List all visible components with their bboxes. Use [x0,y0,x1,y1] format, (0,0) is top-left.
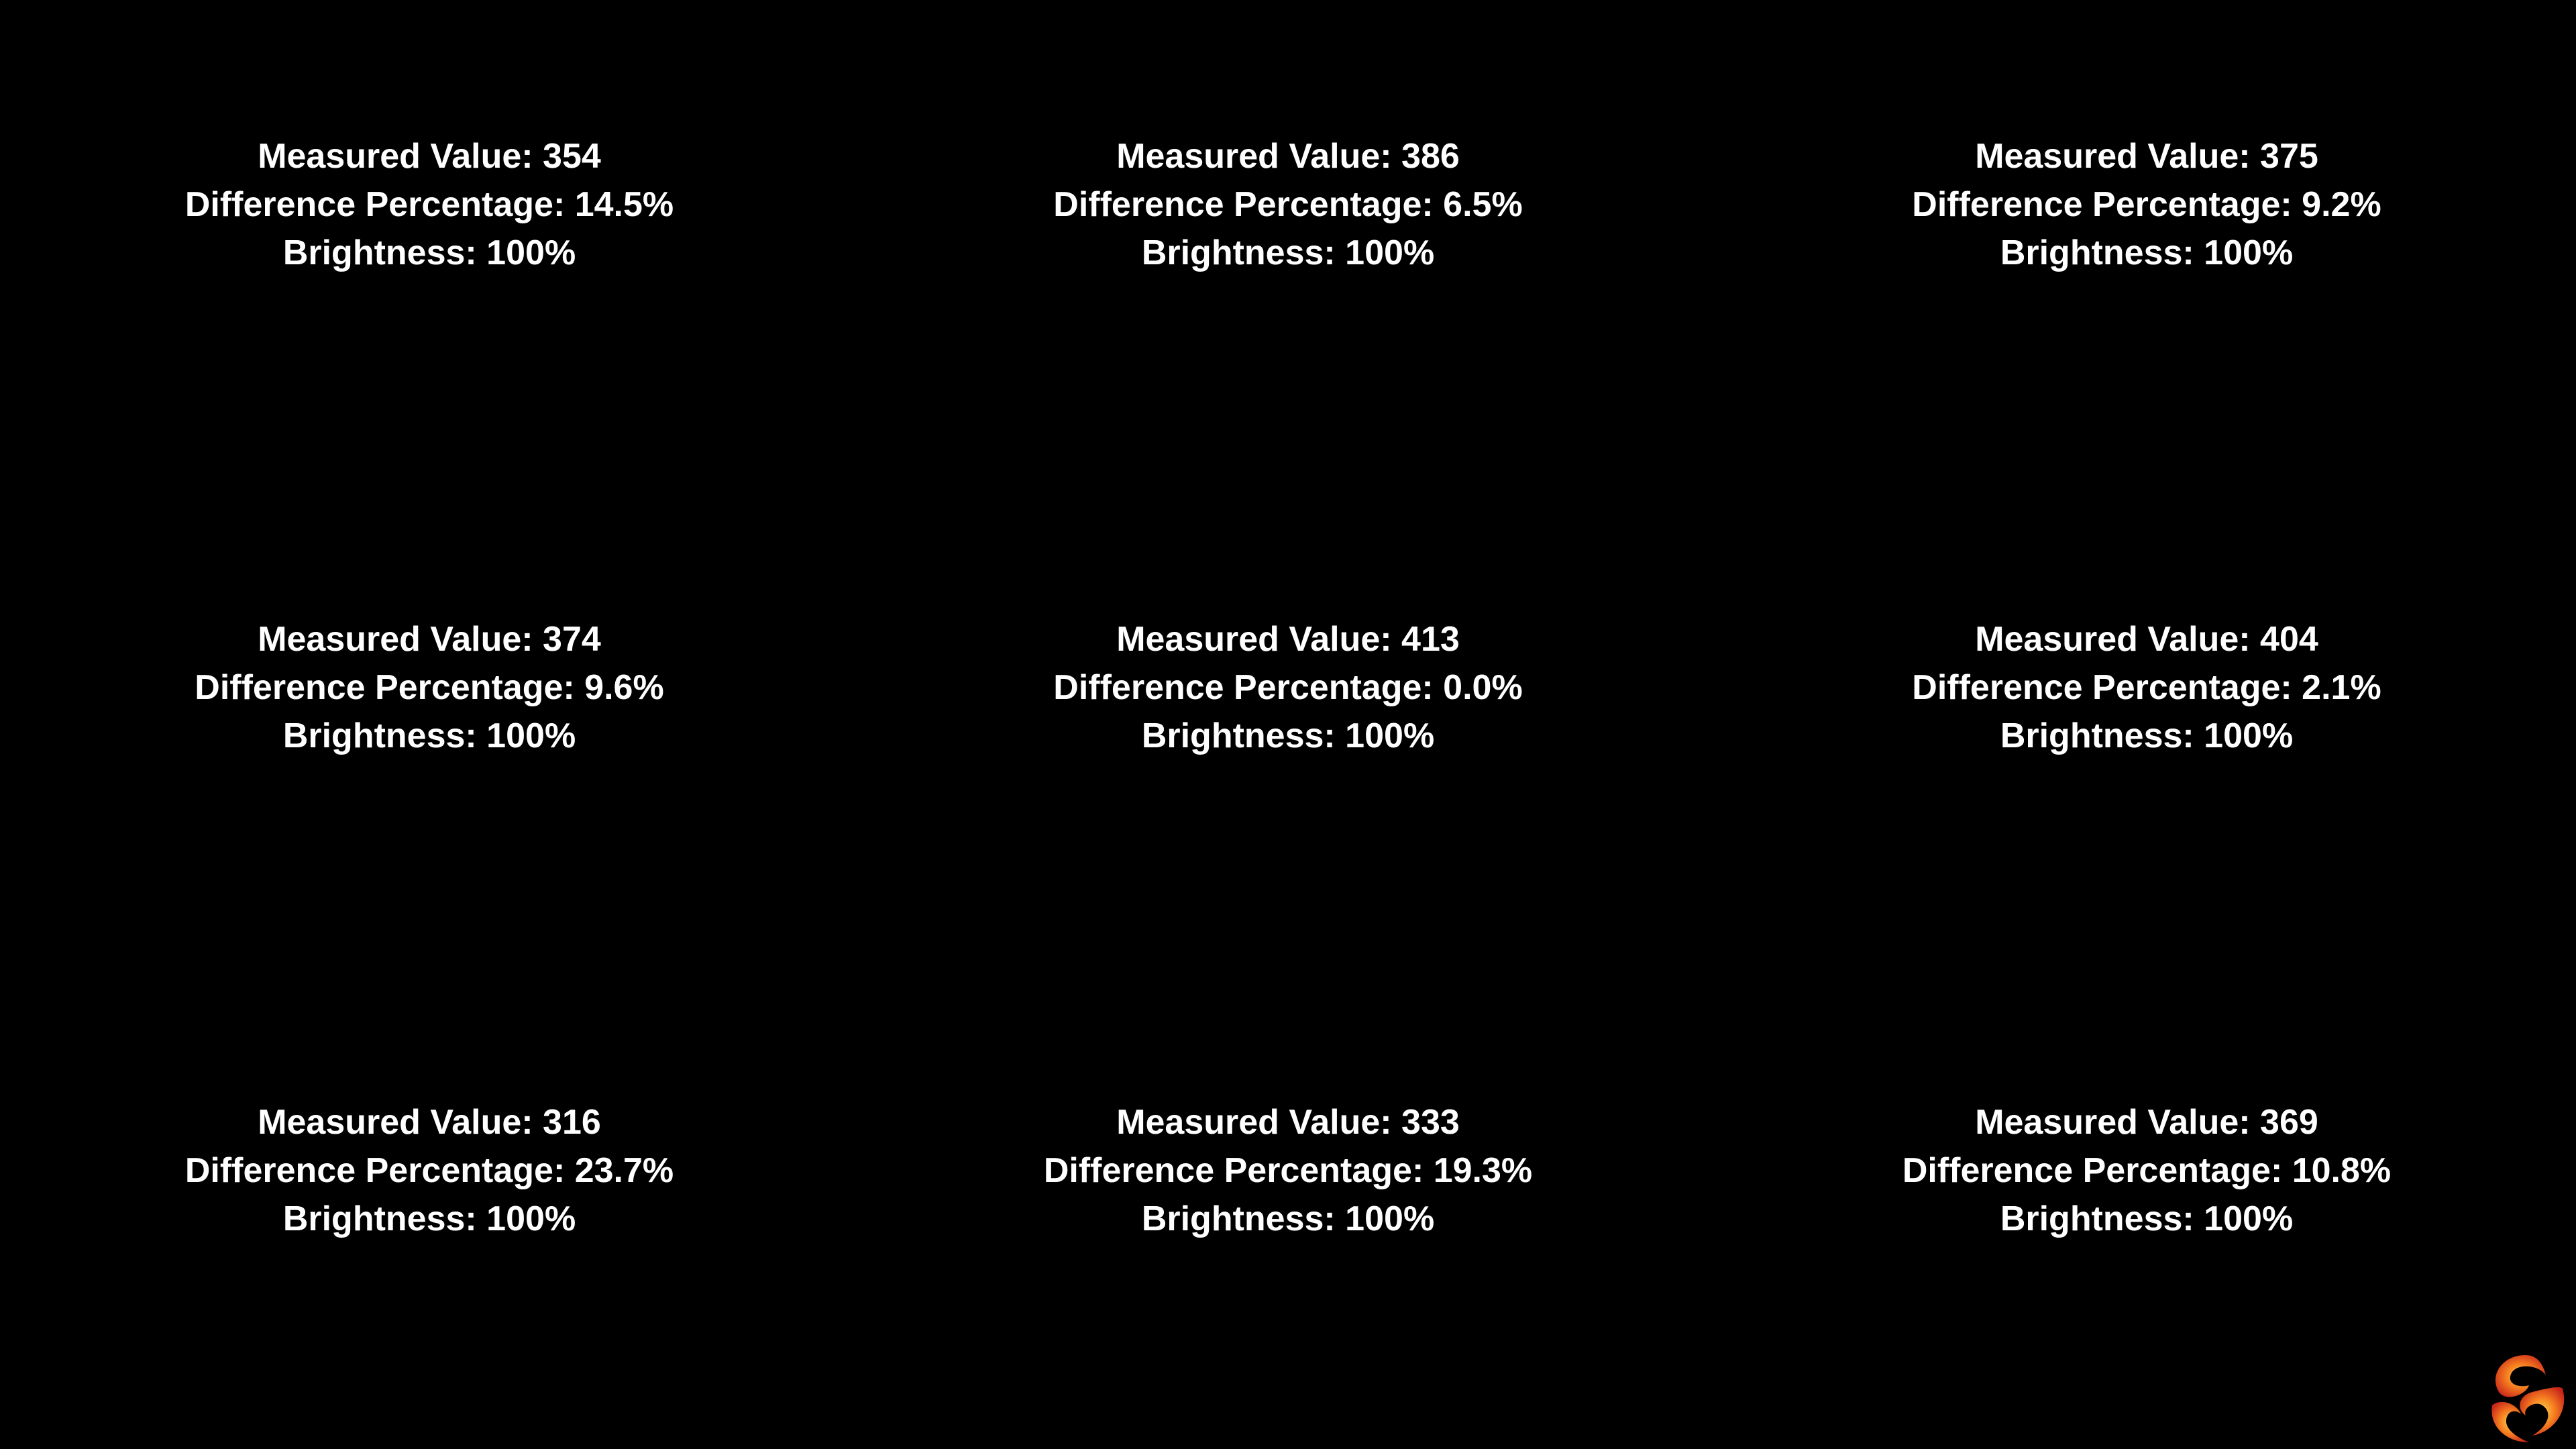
measurement-line: Difference Percentage: 23.7% [184,1151,674,1190]
measurement-line: Difference Percentage: 9.6% [195,668,664,707]
measurement-cell: Measured Value: 354 Difference Percentage… [0,132,859,277]
measurement-line: Difference Percentage: 14.5% [184,185,674,224]
measurement-line: Difference Percentage: 6.5% [1053,185,1523,224]
measurement-line: Brightness: 100% [282,716,576,755]
measurement-line: Brightness: 100% [2000,233,2294,272]
measurement-line: Difference Percentage: 2.1% [1912,668,2381,707]
measurement-line: Brightness: 100% [282,1199,576,1238]
logo [2491,1355,2565,1442]
measurement-cell: Measured Value: 374 Difference Percentage… [0,615,859,760]
measurement-cell: Measured Value: 386 Difference Percentage… [859,132,1717,277]
measurement-line: Brightness: 100% [282,233,576,272]
measurement-line: Measured Value: 386 [1116,137,1460,176]
measurement-line: Measured Value: 369 [1975,1103,2318,1142]
measurement-line: Measured Value: 413 [1116,620,1460,659]
measurement-cell: Measured Value: 404 Difference Percentage… [1717,615,2576,760]
measurement-line: Brightness: 100% [1141,233,1435,272]
measurement-line: Brightness: 100% [2000,716,2294,755]
measurement-cell: Measured Value: 375 Difference Percentage… [1717,132,2576,277]
measurement-line: Difference Percentage: 19.3% [1043,1151,1533,1190]
measurement-cell: Measured Value: 413 Difference Percentage… [859,615,1717,760]
measurement-cell: Measured Value: 316 Difference Percentage… [0,1098,859,1243]
measurement-line: Measured Value: 404 [1975,620,2318,659]
measurement-line: Measured Value: 375 [1975,137,2318,176]
measurement-line: Brightness: 100% [1141,716,1435,755]
measurement-line: Difference Percentage: 0.0% [1053,668,1523,707]
measurement-line: Brightness: 100% [1141,1199,1435,1238]
measurement-line: Difference Percentage: 9.2% [1912,185,2381,224]
measurement-line: Measured Value: 354 [258,137,601,176]
measurement-line: Measured Value: 374 [258,620,601,659]
measurement-line: Brightness: 100% [2000,1199,2294,1238]
measurement-line: Difference Percentage: 10.8% [1902,1151,2392,1190]
measurement-cell: Measured Value: 333 Difference Percentage… [859,1098,1717,1243]
measurement-cell: Measured Value: 369 Difference Percentage… [1717,1098,2576,1243]
measurement-line: Measured Value: 333 [1116,1103,1460,1142]
measurement-line: Measured Value: 316 [258,1103,601,1142]
